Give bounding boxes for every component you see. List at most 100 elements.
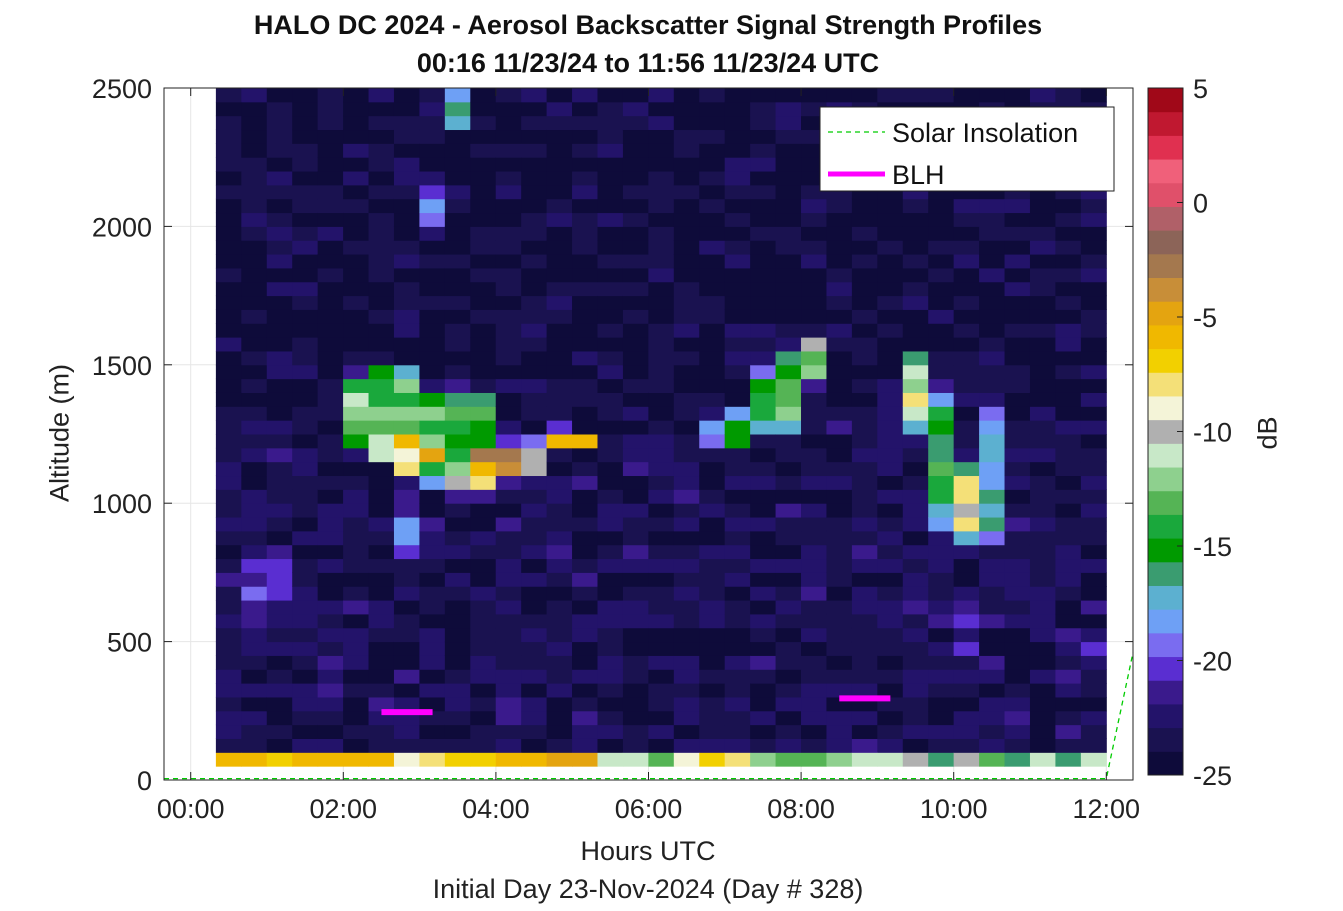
- heatmap-cell: [266, 752, 293, 767]
- heatmap-cell: [673, 683, 700, 698]
- heatmap-cell: [546, 696, 573, 712]
- heatmap-cell: [826, 558, 853, 573]
- heatmap-cell: [1055, 198, 1082, 214]
- heatmap-cell: [1029, 641, 1056, 656]
- heatmap-cell: [1080, 572, 1107, 587]
- heatmap-cell: [572, 530, 598, 546]
- heatmap-cell: [292, 378, 319, 393]
- heatmap-cell: [241, 281, 268, 297]
- heatmap-cell: [953, 88, 980, 103]
- heatmap-cell: [393, 544, 420, 560]
- heatmap-cell: [724, 254, 751, 269]
- heatmap-cell: [495, 392, 522, 407]
- heatmap-cell: [572, 475, 598, 490]
- heatmap-cell: [979, 226, 1006, 241]
- heatmap-cell: [393, 461, 420, 477]
- heatmap-cell: [419, 489, 446, 504]
- heatmap-cell: [470, 157, 497, 172]
- heatmap-cell: [241, 489, 268, 504]
- heatmap-cell: [343, 88, 370, 103]
- heatmap-cell: [393, 101, 420, 117]
- heatmap-cell: [444, 600, 471, 615]
- heatmap-cell: [521, 337, 548, 352]
- heatmap-cell: [902, 254, 929, 269]
- heatmap-cell: [902, 558, 929, 573]
- heatmap-cell: [317, 254, 344, 269]
- heatmap-cell: [241, 627, 268, 643]
- heatmap-cell: [317, 295, 344, 310]
- heatmap-cell: [673, 323, 700, 338]
- heatmap-cell: [928, 323, 955, 338]
- heatmap-cell: [953, 240, 980, 255]
- heatmap-cell: [673, 530, 700, 546]
- heatmap-cell: [1004, 364, 1031, 380]
- heatmap-cell: [495, 281, 522, 297]
- colorbar: 50-5-10-15-20-25: [1147, 74, 1232, 791]
- heatmap-cell: [292, 572, 319, 587]
- heatmap-cell: [292, 434, 319, 449]
- heatmap-cell: [266, 461, 293, 477]
- heatmap-cell: [1055, 738, 1082, 753]
- heatmap-cell: [546, 572, 573, 587]
- heatmap-cell: [928, 364, 955, 380]
- heatmap-cell: [292, 88, 319, 103]
- heatmap-cell: [953, 378, 980, 393]
- heatmap-cell: [1004, 226, 1031, 241]
- heatmap-cell: [495, 378, 522, 393]
- heatmap-cell: [851, 572, 878, 587]
- heatmap-cell: [292, 267, 319, 283]
- heatmap-cell: [368, 517, 395, 532]
- heatmap-cell: [317, 683, 344, 698]
- heatmap-cell: [902, 738, 929, 753]
- heatmap-cell: [750, 281, 777, 297]
- heatmap-cell: [495, 544, 522, 560]
- heatmap-cell: [953, 254, 980, 269]
- heatmap-cell: [266, 627, 293, 643]
- heatmap-cell: [241, 364, 268, 380]
- heatmap-cell: [1029, 378, 1056, 393]
- heatmap-cell: [470, 184, 497, 200]
- heatmap-cell: [750, 171, 777, 186]
- heatmap-cell: [215, 655, 242, 670]
- heatmap-cell: [470, 350, 497, 366]
- heatmap-cell: [317, 503, 344, 518]
- heatmap-cell: [1055, 461, 1082, 477]
- heatmap-cell: [622, 503, 649, 518]
- heatmap-cell: [343, 254, 370, 269]
- heatmap-cell: [1029, 281, 1056, 297]
- heatmap-cell: [1055, 267, 1082, 283]
- heatmap-cell: [597, 254, 624, 269]
- heatmap-cell: [699, 434, 726, 449]
- heatmap-cell: [546, 198, 573, 214]
- colorbar-segment: [1148, 467, 1183, 492]
- heatmap-cell: [393, 337, 420, 352]
- heatmap-cell: [979, 710, 1006, 726]
- heatmap-cell: [775, 586, 802, 601]
- heatmap-cell: [902, 627, 929, 643]
- heatmap-cell: [877, 226, 904, 241]
- heatmap-cell: [368, 461, 395, 477]
- heatmap-cell: [292, 406, 319, 421]
- colorbar-segment: [1148, 538, 1183, 563]
- heatmap-cell: [648, 683, 675, 698]
- heatmap-cell: [1055, 517, 1082, 532]
- heatmap-cell: [826, 212, 853, 227]
- heatmap-cell: [546, 267, 573, 283]
- heatmap-cell: [521, 378, 548, 393]
- heatmap-cell: [826, 572, 853, 587]
- heatmap-cell: [1004, 517, 1031, 532]
- heatmap-cell: [724, 558, 751, 573]
- heatmap-cell: [470, 641, 497, 656]
- heatmap-cell: [292, 613, 319, 629]
- heatmap-cell: [902, 226, 929, 241]
- heatmap-cell: [775, 115, 802, 131]
- heatmap-cell: [699, 669, 726, 684]
- heatmap-cell: [928, 420, 955, 435]
- heatmap-cell: [775, 641, 802, 656]
- heatmap-cell: [902, 641, 929, 656]
- heatmap-cell: [317, 281, 344, 297]
- heatmap-cell: [343, 530, 370, 546]
- y-tick-label: 1500: [92, 351, 152, 381]
- heatmap-cell: [673, 669, 700, 684]
- heatmap-cell: [444, 115, 471, 131]
